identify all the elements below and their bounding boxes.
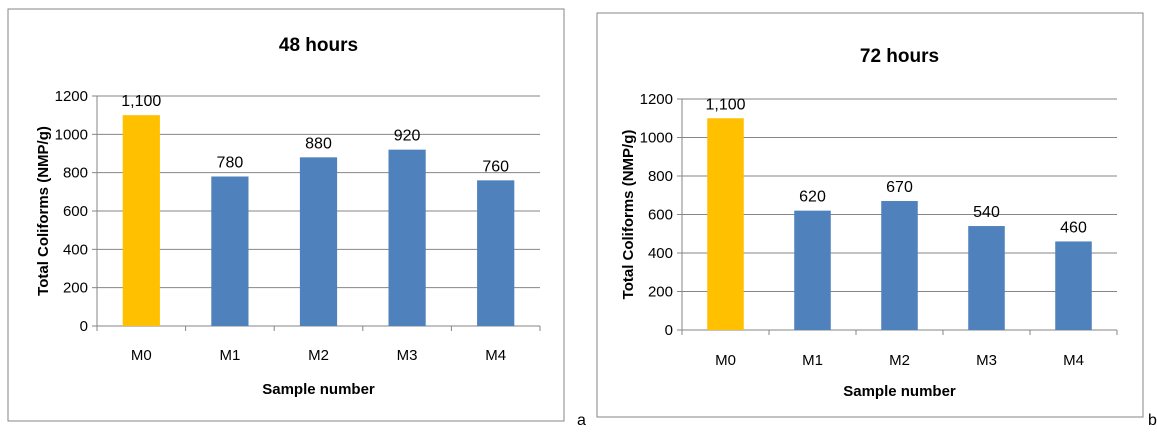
y-tick-label: 0 xyxy=(80,318,88,335)
x-tick-label: M4 xyxy=(1063,352,1084,369)
y-tick-label: 800 xyxy=(648,168,673,185)
bar-m3 xyxy=(388,149,426,326)
x-axis-label: Sample number xyxy=(843,383,956,400)
y-tick-label: 1200 xyxy=(55,88,88,105)
x-tick-label: M1 xyxy=(219,347,240,364)
y-tick-label: 600 xyxy=(648,207,673,224)
chart-border xyxy=(7,8,565,422)
x-tick-label: M0 xyxy=(715,352,736,369)
x-tick-label: M3 xyxy=(976,352,997,369)
bar-m0 xyxy=(707,118,744,330)
y-tick-label: 1000 xyxy=(55,126,88,143)
x-axis-label: Sample number xyxy=(262,381,375,398)
y-tick-label: 200 xyxy=(63,280,88,297)
y-axis-label: Total Coliforms (NMP/g) xyxy=(620,130,637,300)
y-tick-label: 400 xyxy=(63,241,88,258)
chart-title: 72 hours xyxy=(860,46,939,67)
x-tick-label: M0 xyxy=(131,347,152,364)
bar-m1 xyxy=(211,176,249,326)
x-tick-label: M2 xyxy=(308,347,329,364)
y-tick-label: 600 xyxy=(63,203,88,220)
bar-m0 xyxy=(122,115,160,327)
x-tick-label: M3 xyxy=(397,347,418,364)
bar-m2 xyxy=(299,157,338,326)
bar-m2 xyxy=(881,201,918,330)
bar-m4 xyxy=(477,180,515,326)
data-label: 620 xyxy=(799,189,826,206)
y-axis-label: Total Coliforms (NMP/g) xyxy=(35,126,52,296)
bar-m1 xyxy=(794,210,831,330)
y-tick-label: 400 xyxy=(648,245,673,262)
chart-panel-72h: 0 200 400 600 800 1000 1200 1,100 M0 620 M1 670 M2 54… xyxy=(586,0,1157,432)
x-tick-label: M4 xyxy=(485,347,506,364)
data-label: 670 xyxy=(886,179,913,196)
data-label: 780 xyxy=(217,155,244,172)
y-tick-label: 1000 xyxy=(640,130,673,147)
data-label: 540 xyxy=(973,204,1000,221)
y-tick-label: 800 xyxy=(63,165,88,182)
chart-panel-48h: 0 200 400 600 800 1000 1200 1,100 M0 780 M1 880 M2 92… xyxy=(7,8,565,422)
x-tick-label: M2 xyxy=(889,352,910,369)
data-label: 880 xyxy=(305,135,332,152)
bar-m3 xyxy=(968,226,1005,330)
data-label: 760 xyxy=(482,158,509,175)
y-tick-label: 0 xyxy=(665,322,673,339)
data-label: 1,100 xyxy=(121,93,161,110)
x-tick-label: M1 xyxy=(802,352,823,369)
chart-72h: 0 200 400 600 800 1000 1200 1,100 M0 620 M1 670 M2 54… xyxy=(596,12,1144,418)
y-tick-label: 200 xyxy=(648,284,673,301)
data-label: 920 xyxy=(394,128,421,145)
data-label: 460 xyxy=(1060,219,1087,236)
y-tick-label: 1200 xyxy=(640,91,673,108)
panel-letter-a: a xyxy=(577,412,586,429)
chart-title: 48 hours xyxy=(279,35,358,56)
panel-letter-b: b xyxy=(1148,412,1157,429)
data-label: 1,100 xyxy=(705,96,745,113)
bar-m4 xyxy=(1055,241,1092,330)
chart-48h: 0 200 400 600 800 1000 1200 1,100 M0 780 M1 880 M2 92… xyxy=(7,8,565,422)
